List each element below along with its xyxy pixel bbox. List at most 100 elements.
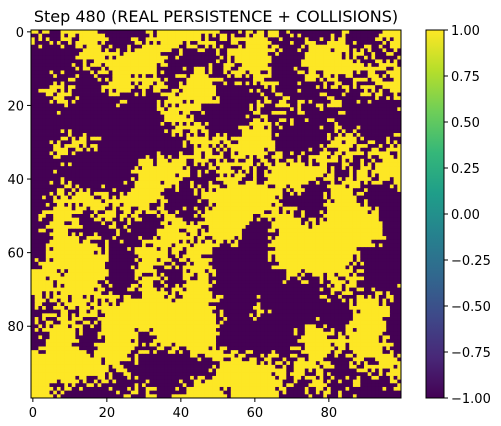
heatmap-cell [123,180,128,185]
heatmap-cell [375,144,380,149]
heatmap-cell [149,191,154,196]
heatmap-cell [230,118,235,123]
heatmap-cell [253,92,258,97]
heatmap-cell [160,63,165,68]
heatmap-cell [356,77,361,82]
heatmap-cell [197,103,202,108]
heatmap-cell [79,191,84,196]
heatmap-cell [249,202,254,208]
heatmap-cell [330,180,335,185]
heatmap-cell [249,92,254,97]
heatmap-cell [64,74,69,79]
heatmap-cell [360,202,365,208]
heatmap-cell [53,180,58,185]
heatmap-cell [315,99,320,104]
heatmap-cell [71,122,76,127]
heatmap-cell [31,191,36,196]
heatmap-cell [389,48,394,53]
heatmap-cell [219,48,224,53]
heatmap-cell [31,30,36,35]
heatmap-cell [308,66,313,71]
heatmap-cell [86,133,91,138]
heatmap-cell [389,202,394,208]
heatmap-cell [79,199,84,204]
heatmap-cell [378,162,383,167]
heatmap-cell [260,52,265,57]
heatmap-cell [264,110,269,116]
heatmap-cell [260,30,265,35]
heatmap-cell [345,140,350,145]
heatmap-cell [271,210,276,215]
heatmap-cell [290,173,295,178]
heatmap-cell [53,33,58,38]
heatmap-cell [301,180,306,185]
heatmap-cell [219,96,224,101]
heatmap-cell [282,41,287,46]
heatmap-cell [164,99,169,104]
heatmap-cell [49,151,54,156]
heatmap-cell [345,199,350,204]
heatmap-cell [90,114,95,119]
heatmap-cell [275,81,280,86]
heatmap-cell [190,30,195,35]
heatmap-cell [175,30,180,35]
heatmap-cell [31,140,36,145]
heatmap-cell [345,118,350,123]
heatmap-cell [142,85,147,90]
heatmap-cell [160,99,165,104]
heatmap-cell [230,30,235,35]
heatmap-cell [142,158,147,163]
heatmap-cell [127,96,132,101]
heatmap-cell [352,136,357,141]
heatmap-cell [382,210,387,215]
heatmap-cell [278,122,283,127]
heatmap-cell [245,37,250,42]
heatmap-cell [275,37,280,42]
heatmap-cell [108,30,113,35]
heatmap-cell [241,99,246,104]
heatmap-cell [145,88,150,93]
heatmap-cell [130,151,135,156]
heatmap-cell [79,188,84,193]
heatmap-cell [182,188,187,193]
heatmap-cell [290,177,295,182]
heatmap-cell [256,136,261,141]
heatmap-cell [186,59,191,64]
heatmap-cell [312,85,317,90]
heatmap-cell [282,180,287,185]
heatmap-cell [290,133,295,138]
heatmap-cell [375,33,380,38]
heatmap-cell [105,144,110,149]
heatmap-cell [208,125,213,130]
heatmap-cell [171,66,176,71]
heatmap-cell [105,180,110,185]
heatmap-cell [212,199,217,204]
heatmap-cell [34,210,39,215]
heatmap-cell [297,48,302,53]
heatmap-cell [119,70,124,75]
heatmap-cell [386,103,391,108]
heatmap-cell [186,188,191,193]
heatmap-cell [282,184,287,189]
heatmap-cell [149,210,154,215]
heatmap-cell [175,41,180,46]
heatmap-cell [130,188,135,193]
heatmap-cell [356,81,361,86]
heatmap-cell [282,140,287,145]
heatmap-cell [86,173,91,178]
heatmap-cell [267,199,272,204]
heatmap-cell [327,158,332,163]
heatmap-cell [56,188,61,193]
heatmap-cell [112,81,117,86]
heatmap-cell [75,107,80,112]
heatmap-cell [108,88,113,93]
heatmap-cell [38,155,43,160]
heatmap-cell [60,180,65,185]
heatmap-cell [327,199,332,204]
heatmap-cell [93,158,98,163]
heatmap-cell [278,96,283,101]
heatmap-cell [116,144,121,149]
heatmap-cell [371,96,376,101]
heatmap-cell [105,92,110,97]
heatmap-cell [308,118,313,123]
